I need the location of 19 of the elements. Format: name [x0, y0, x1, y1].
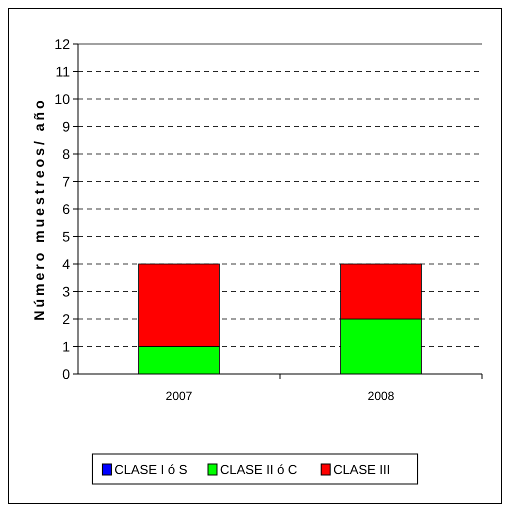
legend-label: CLASE I ó S: [114, 462, 188, 477]
y-tick-label: 3: [62, 283, 70, 300]
y-tick-label: 8: [62, 146, 70, 162]
y-tick-label: 1: [62, 338, 70, 354]
legend-label: CLASE III: [333, 462, 390, 477]
x-tick-label: 2008: [368, 389, 395, 403]
y-tick-label: 6: [62, 200, 70, 217]
legend-label: CLASE II ó C: [220, 462, 298, 477]
y-tick-label: 2: [62, 310, 70, 327]
y-tick-label: 7: [62, 173, 70, 190]
y-tick-label: 5: [62, 228, 70, 244]
y-axis-title: Número muestreos/ año: [31, 97, 47, 321]
x-tick-label: 2007: [166, 389, 193, 403]
y-tick-label: 11: [55, 63, 70, 80]
y-tick-label: 9: [62, 118, 70, 134]
y-tick-label: 12: [54, 36, 70, 52]
y-tick-label: 0: [62, 366, 70, 382]
y-tick-label: 4: [62, 256, 70, 272]
y-tick-label: 10: [54, 90, 70, 107]
